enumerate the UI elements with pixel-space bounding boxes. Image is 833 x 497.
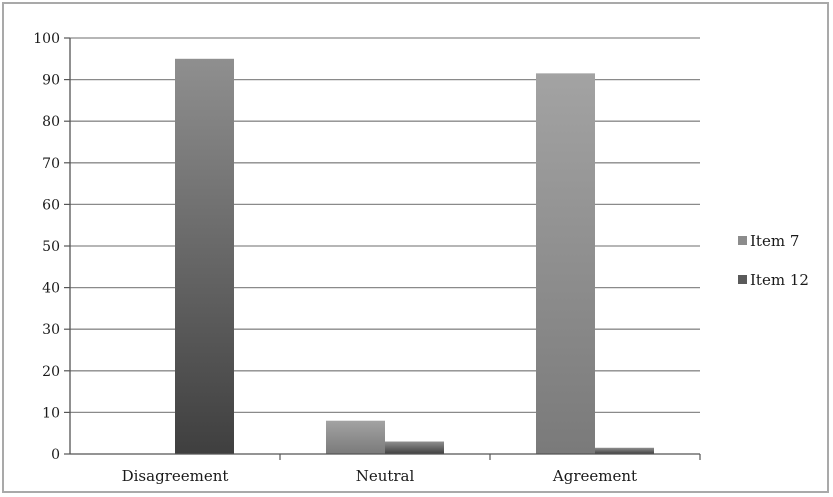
y-tick-label: 40	[42, 281, 60, 297]
bar-item-12-agreement	[595, 447, 654, 454]
y-tick-label: 0	[51, 447, 60, 463]
legend-label: Item 7	[750, 232, 799, 250]
y-tick-label: 100	[33, 31, 60, 47]
bar-item-12-neutral	[385, 441, 444, 454]
y-tick-label: 60	[42, 197, 60, 213]
bars	[175, 58, 654, 455]
y-tick-label: 10	[42, 405, 60, 421]
bar-item-7-neutral	[326, 420, 385, 454]
y-tick-label: 70	[42, 156, 60, 172]
y-tick-label: 90	[42, 73, 60, 89]
x-category-label: Neutral	[356, 467, 415, 485]
x-category-label: Disagreement	[122, 467, 229, 485]
y-tick-label: 80	[42, 114, 60, 130]
legend-label: Item 12	[750, 271, 809, 289]
legend-swatch	[738, 236, 747, 245]
legend-swatch	[738, 275, 747, 284]
legend: Item 7 Item 12	[738, 232, 809, 289]
y-tick-label: 30	[42, 322, 60, 338]
bar-item-7-agreement	[536, 73, 595, 455]
gridlines	[70, 37, 700, 414]
x-category-label: Agreement	[552, 467, 637, 485]
y-tick-label: 50	[42, 239, 60, 255]
y-tick-label: 20	[42, 364, 60, 380]
bar-item-12-disagreement	[175, 58, 234, 455]
axes: 0 10 20 30 40 50 60 70 80 90 100 Disagreement Neutra…	[33, 31, 701, 485]
